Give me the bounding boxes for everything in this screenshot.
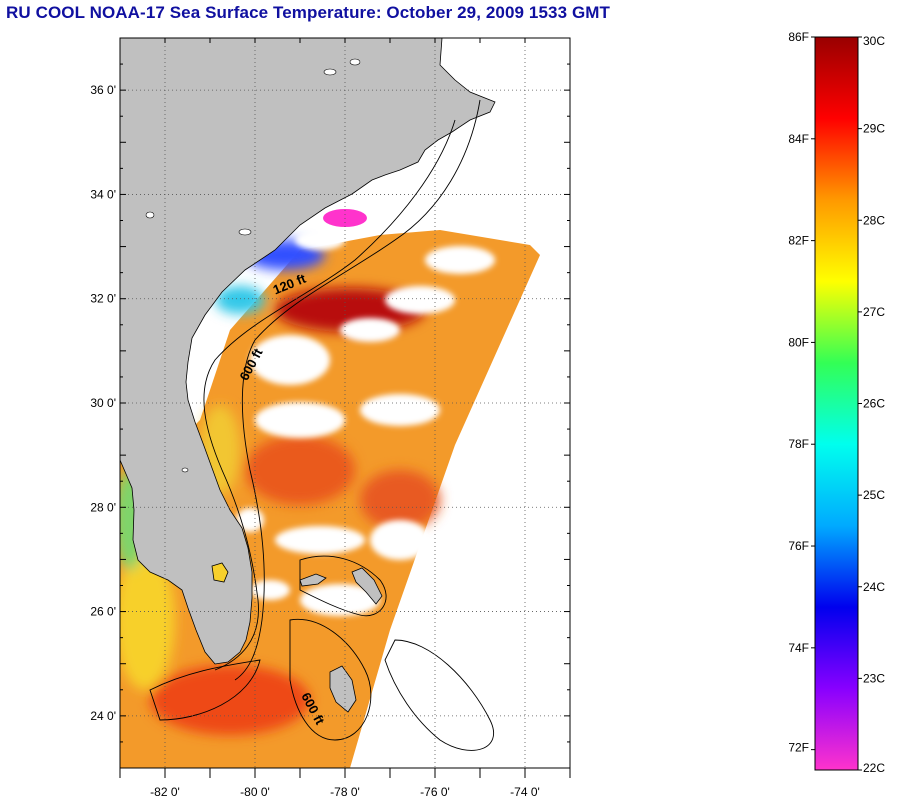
celsius-label: 22C: [863, 761, 885, 775]
island: [238, 228, 252, 236]
lat-tick-label: 32 0': [90, 292, 116, 306]
fahrenheit-label: 76F: [788, 539, 809, 553]
cloud: [295, 230, 345, 250]
isobath-120ft: [203, 119, 456, 671]
florida-keys-shelf: [149, 659, 261, 721]
lat-tick-label: 30 0': [90, 396, 116, 410]
lat-tick-label: 26 0': [90, 605, 116, 619]
lon-tick-label: -76 0': [420, 785, 450, 799]
coastal-islands: [145, 58, 361, 473]
warm-patch-central: [245, 435, 355, 505]
us-mainland: [120, 38, 496, 665]
cloud: [360, 394, 440, 426]
lat-tick-label: 36 0': [90, 83, 116, 97]
cloud: [255, 402, 345, 438]
bahamas-andros: [329, 665, 357, 713]
celsius-label: 30C: [863, 34, 885, 48]
colorbar-fill: [814, 36, 859, 771]
cloud: [425, 246, 495, 274]
bahamas-abaco: [351, 567, 383, 605]
lat-tick-label: 28 0': [90, 500, 116, 514]
cloud: [370, 520, 430, 560]
celsius-label: 26C: [863, 397, 885, 411]
celsius-label: 27C: [863, 305, 885, 319]
fahrenheit-label: 86F: [788, 30, 809, 44]
fahrenheit-label: 80F: [788, 335, 809, 349]
cyan-patch-carolina: [215, 286, 265, 314]
lon-tick-label: -74 0': [510, 785, 540, 799]
island: [349, 58, 361, 66]
map-grid: [120, 38, 570, 768]
land-layer: [120, 38, 496, 713]
isobaths: [149, 99, 495, 751]
lat-tick-label: 34 0': [90, 187, 116, 201]
fahrenheit-label: 84F: [788, 132, 809, 146]
celsius-label: 24C: [863, 580, 885, 594]
isobath-600ft: [234, 99, 481, 681]
cloud: [385, 286, 455, 314]
map-tick-labels: 24 0' 26 0' 28 0' 30 0' 32 0' 34 0' 36 0' -82 0…: [90, 83, 539, 799]
cloud: [300, 584, 380, 616]
celsius-label: 25C: [863, 488, 885, 502]
bahamas-grand: [299, 573, 327, 587]
island: [323, 68, 337, 76]
celsius-label: 29C: [863, 122, 885, 136]
warm-patch-gulfstream: [360, 470, 440, 530]
map-ticks: [119, 37, 571, 778]
island: [145, 211, 155, 219]
lon-tick-label: -80 0': [240, 785, 270, 799]
lon-tick-label: -78 0': [330, 785, 360, 799]
colorbar-labels: 30C 29C 28C 27C 26C 25C 24C 23C 22C 86F 84F 82F 80F 7…: [788, 30, 885, 775]
bahamas-shelf: [299, 555, 387, 617]
lat-tick-label: 24 0': [90, 709, 116, 723]
celsius-label: 28C: [863, 213, 885, 227]
cloud: [250, 580, 290, 600]
lon-tick-label: -82 0': [150, 785, 180, 799]
island: [181, 467, 189, 473]
yellow-patch-gulf: [120, 550, 175, 690]
lake-okeechobee: [211, 562, 229, 583]
cloud: [275, 526, 365, 554]
celsius-label: 23C: [863, 671, 885, 685]
bahamas-shelf: [384, 639, 495, 751]
cloud: [250, 335, 330, 385]
fahrenheit-label: 72F: [788, 741, 809, 755]
cloud: [340, 318, 400, 342]
fahrenheit-label: 82F: [788, 234, 809, 248]
fahrenheit-label: 74F: [788, 641, 809, 655]
fahrenheit-label: 78F: [788, 437, 809, 451]
map-title: RU COOL NOAA-17 Sea Surface Temperature:…: [6, 3, 611, 22]
bahamas-shelf: [289, 618, 372, 741]
